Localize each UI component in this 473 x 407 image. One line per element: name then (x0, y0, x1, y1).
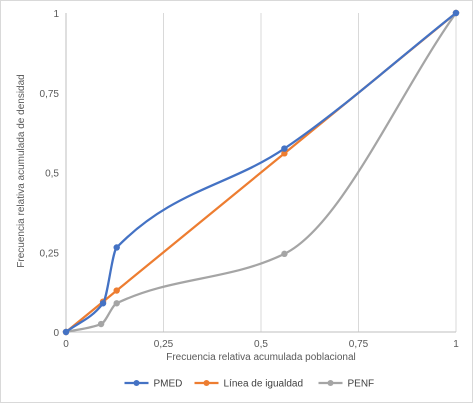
legend-item-igualdad: Línea de igualdad (194, 379, 304, 390)
data-point-penf (97, 320, 105, 328)
series-pmed (62, 9, 460, 336)
x-axis-title: Frecuencia relativa acumulada poblaciona… (166, 352, 356, 363)
data-point-igualdad (281, 150, 288, 157)
legend: PMED Línea de igualdad PENF (124, 379, 375, 390)
y-tick-label: 1 (53, 9, 59, 20)
axis-layer (65, 13, 456, 333)
data-point-pmed (99, 300, 107, 307)
legend-swatch-marker (327, 380, 334, 386)
legend-label: Línea de igualdad (224, 379, 304, 390)
series-layer (62, 9, 460, 336)
data-point-pmed (452, 9, 460, 17)
legend-item-penf: PENF (318, 379, 375, 390)
legend-swatch-marker (203, 380, 210, 386)
legend-swatch-marker (133, 380, 140, 386)
x-tick-label: 1 (453, 339, 459, 350)
x-tick-label: 0,25 (154, 339, 174, 350)
y-tick-label: 0 (53, 328, 59, 339)
x-tick-label: 0,5 (254, 339, 268, 350)
data-point-pmed (113, 244, 120, 251)
y-axis-title: Frecuencia relativa acumulada de densida… (16, 74, 27, 267)
legend-label: PENF (348, 379, 375, 390)
y-tick-label: 0,75 (40, 89, 60, 100)
data-point-pmed (281, 145, 288, 152)
y-tick-label: 0,5 (45, 169, 59, 180)
x-tick-label: 0 (63, 339, 69, 350)
data-point-penf (113, 300, 120, 307)
y-tick-label: 0,25 (40, 248, 60, 259)
grid-layer (163, 13, 457, 332)
data-point-pmed (62, 328, 70, 336)
x-tick-label: 0,75 (349, 339, 369, 350)
data-point-igualdad (113, 287, 120, 294)
legend-label: PMED (154, 379, 183, 390)
data-point-penf (281, 250, 288, 258)
tick-layer: 0 0,25 0,5 0,75 1 0 0,25 0,5 0,75 1 (40, 9, 460, 350)
legend-item-pmed: PMED (124, 379, 183, 390)
